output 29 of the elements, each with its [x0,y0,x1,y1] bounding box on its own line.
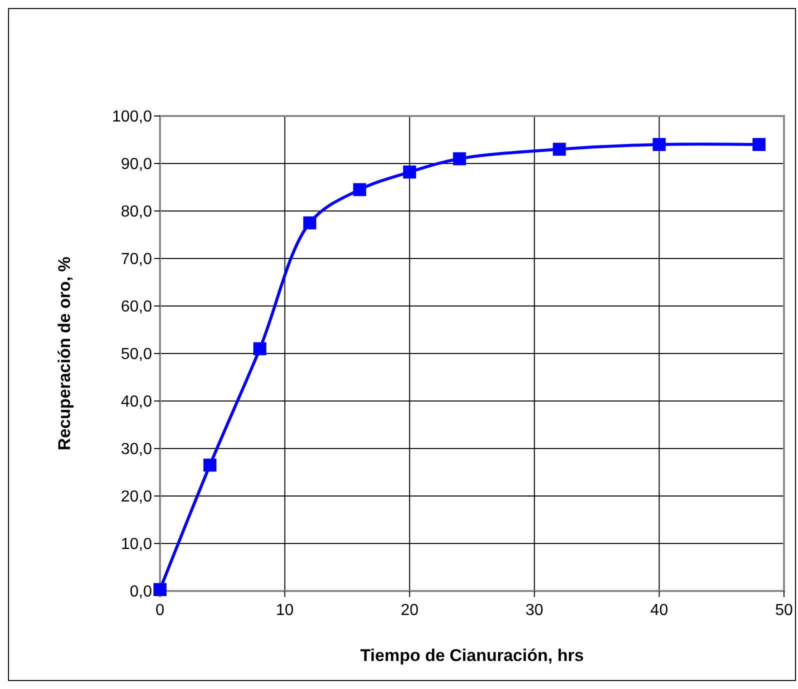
y-tick-label: 70,0 [120,251,152,268]
y-tick-label: 80,0 [120,204,152,221]
x-tick-label: 30 [526,602,544,619]
point [253,342,266,356]
point [652,138,666,151]
y-tick-label: 90,0 [120,156,152,174]
y-tick-label: 0,0 [130,584,152,601]
point [203,458,216,472]
y-axis-title: Recuperación de oro, % [55,256,74,450]
x-tick-label: 10 [276,602,294,619]
y-tick-label: 50,0 [120,346,152,364]
y-tick-label: 40,0 [120,394,152,411]
y-tick-label: 30,0 [120,441,152,458]
point [403,166,416,179]
y-tick-label: 100,0 [112,108,152,126]
point [353,183,366,196]
x-tick-label: 50 [775,602,793,619]
y-tick-label: 20,0 [120,488,152,506]
point [752,138,766,151]
point [453,152,466,166]
x-tick-label: 20 [400,602,419,619]
point [552,142,566,156]
y-tick-label: 60,0 [120,298,152,316]
x-axis-title: Tiempo de Cianuración, hrs [360,646,584,665]
y-tick-label: 10,0 [120,536,152,554]
point [303,216,316,230]
x-tick-label: 0 [156,602,165,619]
point [154,583,166,596]
x-tick-label: 40 [650,602,668,619]
